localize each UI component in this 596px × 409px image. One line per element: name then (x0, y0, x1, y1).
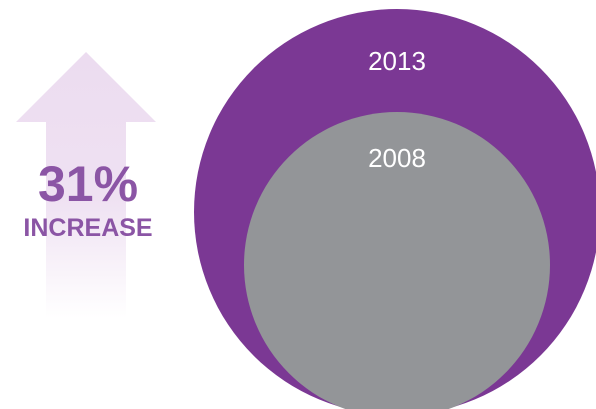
up-arrow-icon (16, 52, 156, 318)
increase-percent: 31% (38, 156, 138, 212)
label-2013: 2013 (368, 46, 426, 76)
circle-2008 (244, 112, 550, 409)
increase-label: INCREASE (23, 214, 152, 242)
label-2008: 2008 (368, 143, 426, 173)
